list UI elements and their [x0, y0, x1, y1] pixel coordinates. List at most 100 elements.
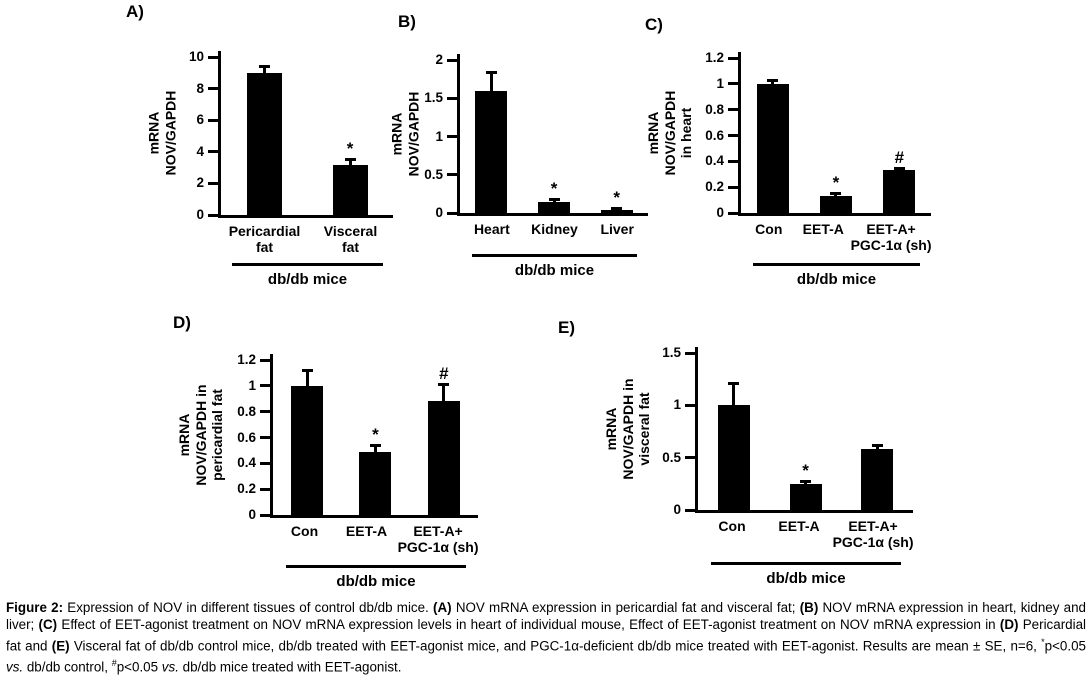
bar-slot [460, 71, 523, 213]
x-tick-label-line: PGC-1α (sh) [832, 533, 914, 550]
plot-column: * # Con EET-A EET-A+ PGC-1α (sh) db/db mice [738, 52, 932, 288]
x-tick-label-line: EET-A+ [413, 523, 463, 539]
group-label: db/db mice [796, 271, 877, 289]
y-axis-label-text: mRNA NOV/GAPDH [145, 91, 178, 176]
y-tick-mark [447, 211, 457, 215]
error-bar [485, 71, 497, 91]
caption-segment: Figure 2: [6, 600, 64, 615]
y-tick-mark [685, 508, 695, 512]
y-tick-label: 6 [196, 112, 204, 128]
error-bar-cap [611, 206, 623, 210]
y-tick-label: 0.8 [705, 101, 724, 117]
x-tick-label: EET-A [766, 518, 833, 550]
bar [600, 209, 633, 213]
bar-slots: * * [460, 54, 648, 213]
bar-slot: * [804, 173, 867, 213]
x-tick-label-line: PGC-1α (sh) [397, 538, 479, 555]
error-bar-cap [800, 479, 811, 483]
x-tick-label: Con [742, 221, 797, 253]
caption-segment: (D) [999, 617, 1019, 633]
plot-area: * [695, 347, 913, 513]
y-tick-mark [260, 384, 270, 388]
y-tick-mark [728, 159, 738, 163]
error-bar-cap [893, 167, 905, 171]
panel-e-bar-chart: mRNA NOV/GAPDH in visceral fat 0 0.5 1 1.5 * Con… [556, 345, 914, 588]
y-tick-mark [260, 461, 270, 465]
bar-slot [273, 369, 341, 515]
plot-area: * # [738, 52, 931, 216]
x-tick-label: EET-A [796, 221, 851, 253]
bar-slots: * # [741, 52, 931, 213]
y-axis-label-text: mRNA NOV/GAPDH [388, 91, 421, 176]
bar-slot [698, 382, 770, 510]
group-bracket: db/db mice [461, 253, 649, 279]
y-tick-mark [260, 513, 270, 517]
y-tick-label: 0.4 [705, 153, 724, 169]
error-bar-line [489, 71, 493, 91]
error-bar-line [373, 443, 377, 452]
x-tick-label-line: EET-A [345, 523, 388, 539]
error-bar-cap [728, 382, 740, 386]
bar [789, 483, 822, 510]
group-label: db/db mice [514, 261, 595, 279]
y-tick-label: 1 [248, 377, 256, 393]
x-tick-label: EET-A [336, 523, 398, 555]
caption-segment: vs. [161, 659, 179, 675]
y-tick-mark [208, 213, 218, 217]
error-bar-cap [369, 443, 381, 447]
caption-segment: NOV mRNA expression in heart, kidney and… [6, 600, 1086, 633]
caption-segment: Effect of EET-agonist treatment on NOV m… [57, 617, 1000, 633]
x-tick-label-line: fat [255, 238, 274, 255]
y-axis-label: mRNA NOV/GAPDH [142, 51, 182, 215]
y-tick-label: 1 [673, 397, 681, 413]
x-tick-label: EET-A+ PGC-1α (sh) [832, 518, 914, 550]
caption-segment: Visceral fat of db/db control mice, db/d… [69, 638, 1042, 654]
bar-slot: * [341, 424, 409, 515]
y-tick-label: 0 [716, 205, 724, 220]
x-tick-label-line: Con [290, 523, 319, 539]
group-underline [471, 253, 638, 257]
caption-segment: * [1041, 636, 1045, 647]
x-tick-label: EET-A+ PGC-1α (sh) [851, 221, 932, 253]
x-axis-labels: Con EET-A EET-A+ PGC-1α (sh) [699, 518, 914, 550]
panel-c-label: C) [645, 15, 663, 34]
significance-marker: * [372, 424, 379, 444]
plot-column: * # Con EET-A EET-A+ PGC-1α (sh) db/db mice [270, 354, 479, 590]
error-bar-cap [438, 383, 450, 387]
y-tick-mark [728, 134, 738, 137]
bar [246, 72, 282, 215]
y-tick-mark [728, 108, 738, 112]
error-bar [800, 479, 811, 484]
panel-c: C) mRNA NOV/GAPDH in heart 0 0.2 0.4 0.6 0.8 1 1.… [642, 10, 932, 288]
panel-e-label: E) [558, 318, 575, 337]
error-bar-cap [767, 78, 779, 82]
group-underline [285, 565, 467, 569]
y-axis-label: mRNA NOV/GAPDH in heart [642, 52, 697, 213]
x-tick-label-line: Con [755, 221, 783, 237]
caption-segment: Pericardial fat and [6, 617, 1087, 654]
y-axis: 0 0.2 0.4 0.6 0.8 1 1.2 [697, 51, 738, 220]
error-bar [871, 444, 883, 450]
y-axis-label-line: NOV/GAPDH [162, 90, 178, 176]
significance-marker: * [550, 178, 558, 198]
y-tick-label: 1.5 [662, 345, 681, 360]
y-axis-label-text: mRNA NOV/GAPDH in pericardial fat [176, 384, 226, 485]
x-tick-label: Visceral fat [308, 223, 394, 255]
plot-area: * [218, 51, 393, 218]
significance-marker: * [832, 173, 840, 193]
panel-e: E) mRNA NOV/GAPDH in visceral fat 0 0.5 1 1.5 *… [556, 316, 914, 587]
bar [819, 196, 852, 213]
y-tick-mark [447, 173, 457, 177]
significance-marker: * [346, 139, 354, 159]
y-tick-mark [728, 82, 738, 86]
x-tick-label: Con [699, 518, 766, 550]
y-tick-mark [685, 351, 695, 355]
y-axis-label-line: mRNA [176, 413, 193, 456]
bar-slot [841, 444, 913, 510]
x-tick-label-line: Liver [600, 221, 634, 237]
y-tick-mark [260, 410, 270, 414]
y-axis-label-line: mRNA [145, 111, 162, 155]
y-tick-label: 8 [196, 80, 204, 96]
y-tick-label: 0 [248, 507, 256, 522]
